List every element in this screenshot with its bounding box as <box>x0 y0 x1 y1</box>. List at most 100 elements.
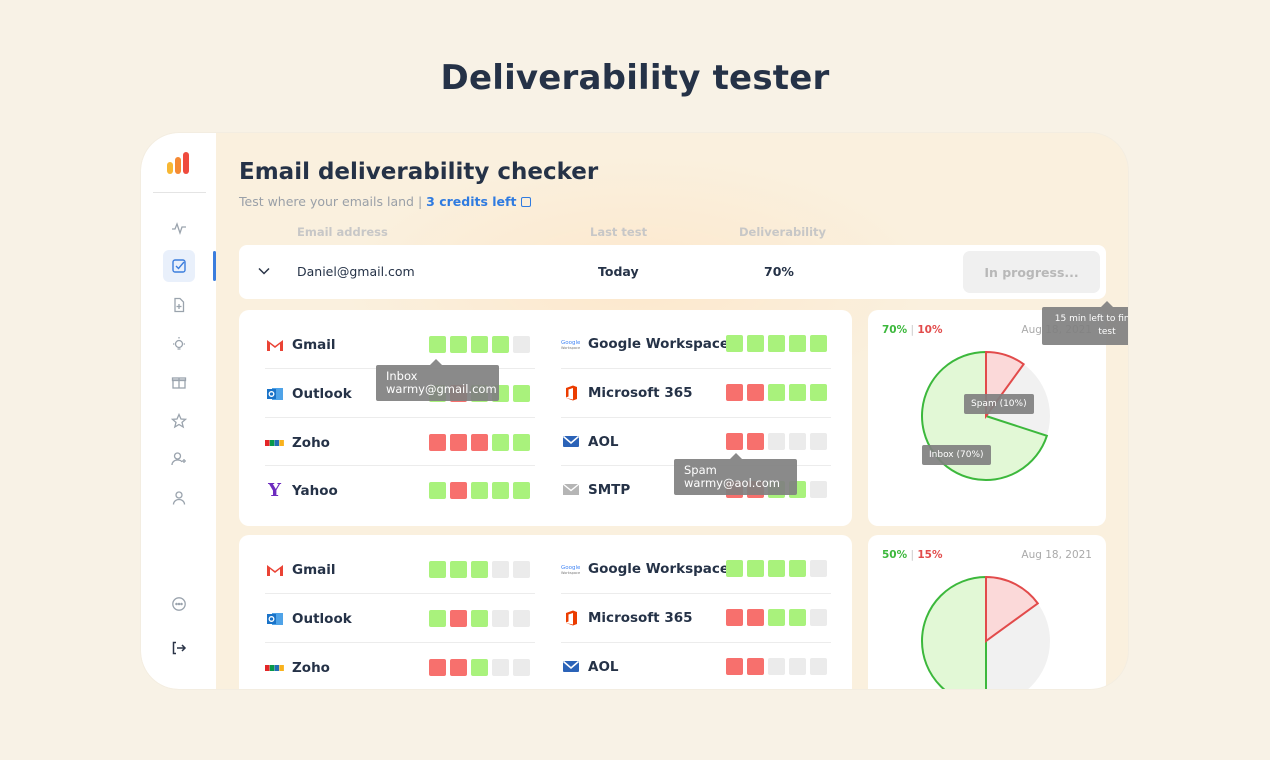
inbox-square[interactable] <box>429 336 446 353</box>
provider-microsoft-365: Microsoft 365 <box>561 593 693 642</box>
app-logo[interactable] <box>167 152 191 174</box>
logout-icon[interactable] <box>163 632 195 664</box>
tooltip-email: warmy@aol.com <box>684 476 780 490</box>
yahoo-icon: Y <box>268 480 281 501</box>
provider-name: Outlook <box>292 385 352 402</box>
checkbox-icon[interactable] <box>163 250 195 282</box>
test-row[interactable]: Daniel@gmail.com Today 70% In progress..… <box>239 245 1106 299</box>
spam-square[interactable] <box>747 658 764 675</box>
file-plus-icon[interactable] <box>163 289 195 321</box>
pending-square[interactable] <box>513 336 530 353</box>
inbox-square[interactable] <box>726 560 743 577</box>
sidebar <box>141 133 216 689</box>
pending-square[interactable] <box>768 433 785 450</box>
inbox-square[interactable] <box>789 560 806 577</box>
spam-square[interactable] <box>747 609 764 626</box>
external-link-icon[interactable] <box>521 197 532 207</box>
spam-square[interactable] <box>429 434 446 451</box>
chat-icon[interactable] <box>163 588 195 620</box>
spam-square[interactable] <box>450 659 467 676</box>
chevron-down-icon[interactable] <box>258 265 270 277</box>
spam-square[interactable] <box>429 659 446 676</box>
pending-square[interactable] <box>810 609 827 626</box>
inbox-square[interactable] <box>789 609 806 626</box>
inbox-square[interactable] <box>429 561 446 578</box>
inbox-square[interactable] <box>513 482 530 499</box>
pie-slice-spam[interactable] <box>985 575 1040 643</box>
pending-square[interactable] <box>810 433 827 450</box>
provider-zoho: Zoho <box>265 643 330 689</box>
sidebar-divider <box>153 192 206 193</box>
credits-link[interactable]: 3 credits left <box>426 194 517 209</box>
inbox-square[interactable] <box>747 335 764 352</box>
result-squares <box>726 335 827 352</box>
spam-square[interactable] <box>747 384 764 401</box>
tooltip-title: Spam <box>684 463 717 477</box>
in-progress-button[interactable]: In progress... <box>963 251 1100 293</box>
result-squares <box>429 336 530 353</box>
spam-square[interactable] <box>450 434 467 451</box>
inbox-square[interactable] <box>429 482 446 499</box>
pending-square[interactable] <box>513 659 530 676</box>
row-divider <box>561 593 831 594</box>
inbox-square[interactable] <box>768 384 785 401</box>
gift-icon[interactable] <box>163 366 195 398</box>
inbox-square[interactable] <box>492 434 509 451</box>
inbox-square[interactable] <box>492 336 509 353</box>
inbox-square[interactable] <box>768 335 785 352</box>
pending-square[interactable] <box>492 659 509 676</box>
spam-square[interactable] <box>726 384 743 401</box>
provider-name: Yahoo <box>292 482 338 499</box>
pending-square[interactable] <box>810 658 827 675</box>
lightbulb-icon[interactable] <box>163 328 195 360</box>
user-plus-icon[interactable] <box>163 443 195 475</box>
pie-slice-inbox[interactable] <box>921 575 987 689</box>
spam-square[interactable] <box>471 434 488 451</box>
outlook-icon <box>265 611 284 627</box>
pending-square[interactable] <box>513 561 530 578</box>
pending-square[interactable] <box>810 560 827 577</box>
spam-square[interactable] <box>747 433 764 450</box>
spam-square[interactable] <box>450 610 467 627</box>
user-icon[interactable] <box>163 482 195 514</box>
svg-text:Google: Google <box>561 565 580 571</box>
inbox-square[interactable] <box>768 560 785 577</box>
inbox-square[interactable] <box>513 385 530 402</box>
inbox-square[interactable] <box>471 482 488 499</box>
inbox-square[interactable] <box>789 384 806 401</box>
pending-square[interactable] <box>513 610 530 627</box>
provider-name: Microsoft 365 <box>588 609 693 626</box>
inbox-square[interactable] <box>726 335 743 352</box>
pending-square[interactable] <box>492 561 509 578</box>
pending-square[interactable] <box>768 658 785 675</box>
inbox-square[interactable] <box>471 561 488 578</box>
inbox-square[interactable] <box>747 560 764 577</box>
provider-aol: AOL <box>561 642 619 689</box>
inbox-square[interactable] <box>810 384 827 401</box>
row-divider <box>561 417 831 418</box>
provider-yahoo: Y Yahoo <box>265 466 338 515</box>
inbox-square[interactable] <box>513 434 530 451</box>
inbox-square[interactable] <box>492 482 509 499</box>
inbox-square[interactable] <box>450 561 467 578</box>
provider-name: Zoho <box>292 434 330 451</box>
inbox-square[interactable] <box>789 335 806 352</box>
inbox-square[interactable] <box>768 609 785 626</box>
spam-square[interactable] <box>726 433 743 450</box>
progress-tooltip-text: 15 min left to finish full test <box>1054 314 1128 337</box>
inbox-square[interactable] <box>429 610 446 627</box>
inbox-square[interactable] <box>471 336 488 353</box>
pending-square[interactable] <box>492 610 509 627</box>
spam-square[interactable] <box>450 482 467 499</box>
inbox-square[interactable] <box>810 335 827 352</box>
inbox-square[interactable] <box>471 610 488 627</box>
activity-icon[interactable] <box>163 212 195 244</box>
inbox-square[interactable] <box>450 336 467 353</box>
spam-square[interactable] <box>726 658 743 675</box>
pending-square[interactable] <box>810 481 827 498</box>
pending-square[interactable] <box>789 433 806 450</box>
star-icon[interactable] <box>163 405 195 437</box>
spam-square[interactable] <box>726 609 743 626</box>
inbox-square[interactable] <box>471 659 488 676</box>
pending-square[interactable] <box>789 658 806 675</box>
